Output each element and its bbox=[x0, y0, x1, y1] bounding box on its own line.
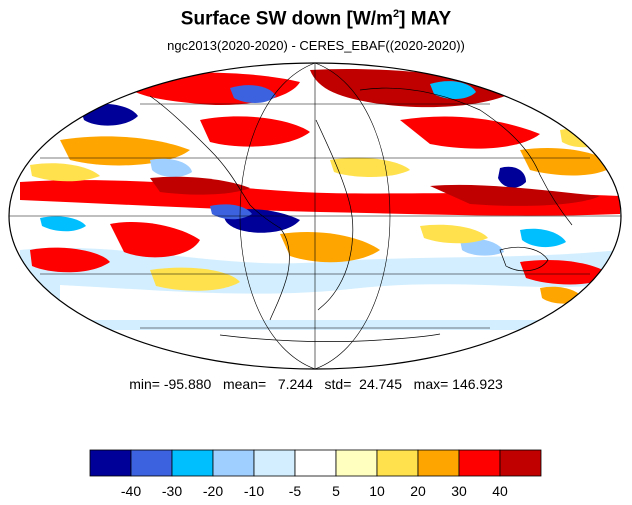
colorbar-box bbox=[171, 449, 214, 477]
title-text: Surface SW down [W/m bbox=[180, 8, 393, 30]
colorbar-box bbox=[130, 449, 173, 477]
coastlines bbox=[149, 87, 573, 342]
colorbar-box bbox=[212, 449, 255, 477]
colorbar-tick-label: -10 bbox=[244, 483, 264, 499]
map-outline bbox=[8, 62, 622, 370]
colorbar-tick-label: -40 bbox=[121, 483, 141, 499]
colorbar-tick-label: 5 bbox=[332, 483, 340, 499]
colorbar-labels: -40 -30 -20 -10 -5 5 10 20 30 40 bbox=[121, 483, 508, 499]
colorbar-boxes bbox=[89, 449, 542, 477]
colorbar-tick-label: -30 bbox=[162, 483, 182, 499]
summary-statistics: min= -95.880 mean= 7.244 std= 24.745 max… bbox=[129, 376, 503, 392]
colorbar-box bbox=[458, 449, 501, 477]
colorbar-box bbox=[294, 449, 337, 477]
plot-subtitle: ngc2013(2020-2020) - CERES_EBAF((2020-20… bbox=[167, 38, 465, 53]
colorbar-box bbox=[89, 449, 132, 477]
colorbar-box bbox=[417, 449, 460, 477]
colorbar-box bbox=[335, 449, 378, 477]
plot-title: Surface SW down [W/m2] MAY bbox=[0, 8, 632, 30]
colorbar-tick-label: -20 bbox=[203, 483, 223, 499]
anomaly-field bbox=[9, 63, 621, 369]
colorbar-tick-label: 10 bbox=[369, 483, 385, 499]
title-tail: ] MAY bbox=[399, 8, 452, 30]
colorbar-box bbox=[253, 449, 296, 477]
colorbar-tick-label: 30 bbox=[451, 483, 467, 499]
title-superscript: 2 bbox=[392, 8, 400, 20]
graticule bbox=[9, 63, 621, 369]
colorbar-tick-label: 20 bbox=[410, 483, 426, 499]
colorbar-tick-label: -5 bbox=[289, 483, 302, 499]
colorbar-tick-label: 40 bbox=[492, 483, 508, 499]
colorbar-box bbox=[376, 449, 419, 477]
colorbar-box bbox=[499, 449, 542, 477]
